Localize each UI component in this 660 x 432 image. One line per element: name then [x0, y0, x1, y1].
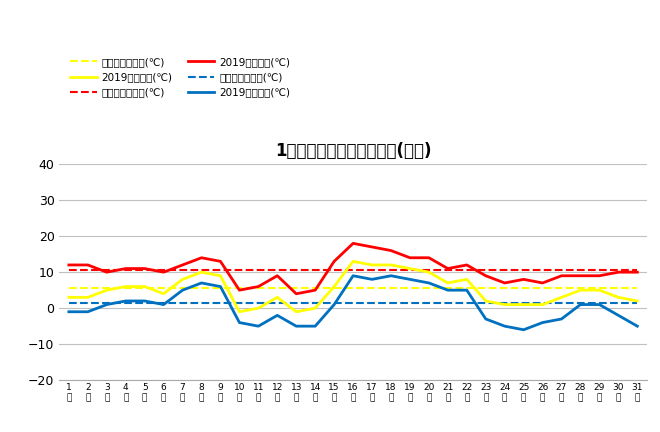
- Title: 1月最高・最低・平均気温(日別): 1月最高・最低・平均気温(日別): [275, 142, 432, 160]
- Legend: 平均気温平年値(℃), 2019平均気温(℃), 最高気温平年値(℃), 2019最高気温(℃), 最低気温平年値(℃), 2019最低気温(℃): 平均気温平年値(℃), 2019平均気温(℃), 最高気温平年値(℃), 201…: [71, 57, 290, 98]
